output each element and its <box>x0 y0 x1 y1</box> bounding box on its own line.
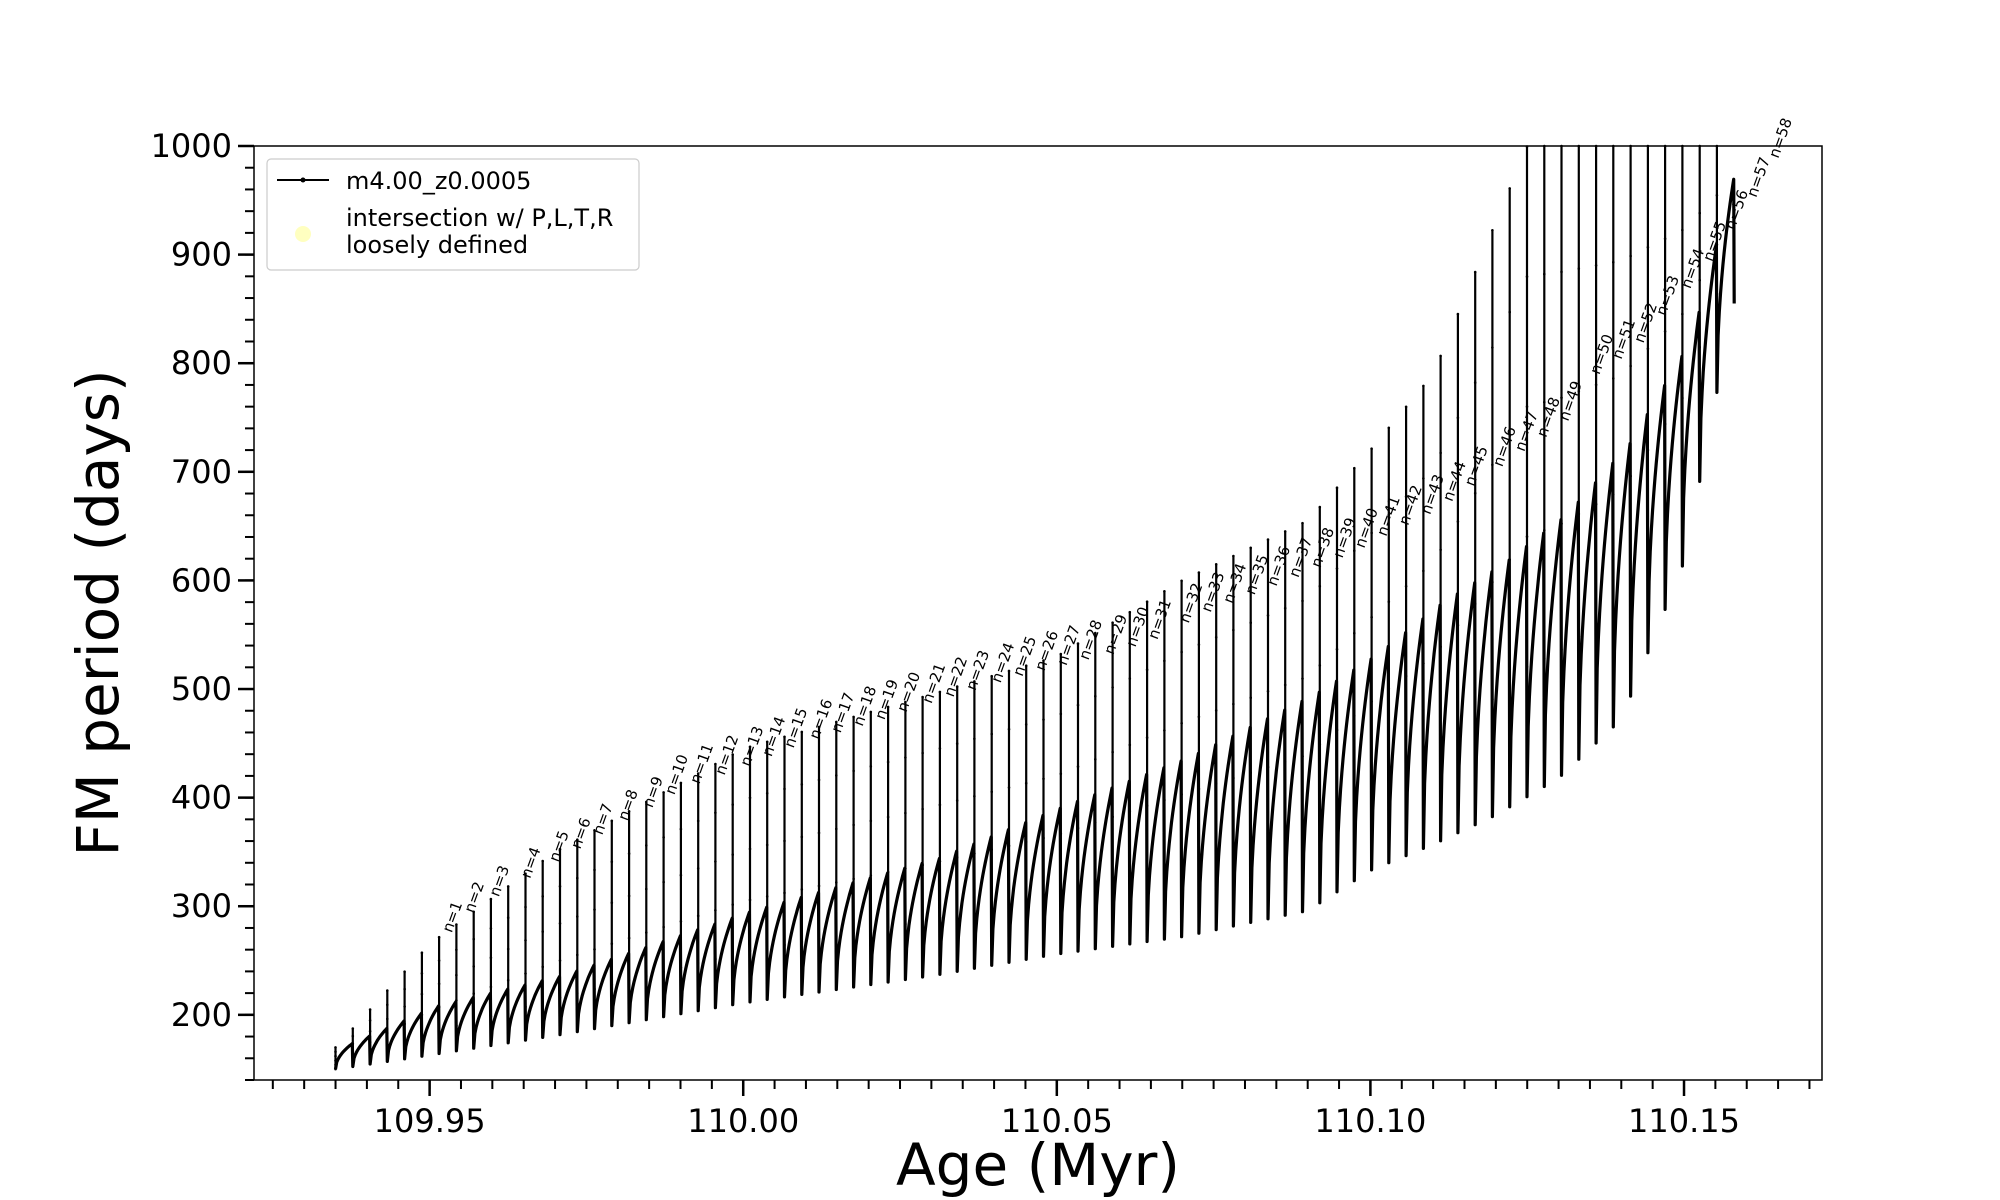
cycle-label: n=12 <box>711 732 742 777</box>
series-layer <box>333 144 1736 1071</box>
cycle-label: n=58 <box>1765 116 1796 161</box>
legend-intersection-swatch <box>295 226 311 242</box>
x-tick-label: 110.15 <box>1628 1102 1740 1140</box>
x-tick-label: 110.00 <box>687 1102 799 1140</box>
cycle-label: n=8 <box>614 787 642 823</box>
legend-box <box>266 158 640 271</box>
y-axis: 200 300 400 500 600 700 800 900 1000 <box>151 127 254 1081</box>
legend: m4.00_z0.0005 intersection w/ P,L,T,R lo… <box>266 158 640 271</box>
legend-entry-intersection-line-1: intersection w/ P,L,T,R <box>346 204 613 232</box>
x-tick-label: 109.95 <box>374 1102 486 1140</box>
cycle-label: n=57 <box>1743 155 1774 200</box>
y-tick-label: 400 <box>171 779 232 817</box>
series-line <box>333 177 1736 1070</box>
y-tick-label: 500 <box>171 670 232 708</box>
y-tick-label: 200 <box>171 996 232 1034</box>
y-tick-label: 700 <box>171 453 232 491</box>
legend-entry-series: m4.00_z0.0005 <box>346 167 531 195</box>
y-tick-label: 900 <box>171 236 232 274</box>
x-tick-label: 110.05 <box>1001 1102 1113 1140</box>
x-tick-label: 110.10 <box>1314 1102 1426 1140</box>
cycle-label: n=6 <box>567 815 595 851</box>
y-tick-label: 300 <box>171 887 232 925</box>
x-axis-title: Age (Myr) <box>896 1131 1180 1199</box>
plot-area-frame <box>253 145 1823 1081</box>
legend-entry-intersection-line-2: loosely defined <box>346 231 528 259</box>
cycle-label: n=11 <box>686 741 717 786</box>
y-tick-label: 600 <box>171 561 232 599</box>
legend-series-marker-swatch <box>300 177 306 183</box>
y-tick-label: 800 <box>171 344 232 382</box>
x-axis: 109.95 110.00 110.05 110.10 110.15 <box>271 1080 1811 1140</box>
y-tick-label: 1000 <box>151 127 232 165</box>
y-axis-title: FM period (days) <box>64 369 132 856</box>
cycle-label: n=2 <box>460 879 488 915</box>
cycle-label: n=4 <box>517 845 545 881</box>
